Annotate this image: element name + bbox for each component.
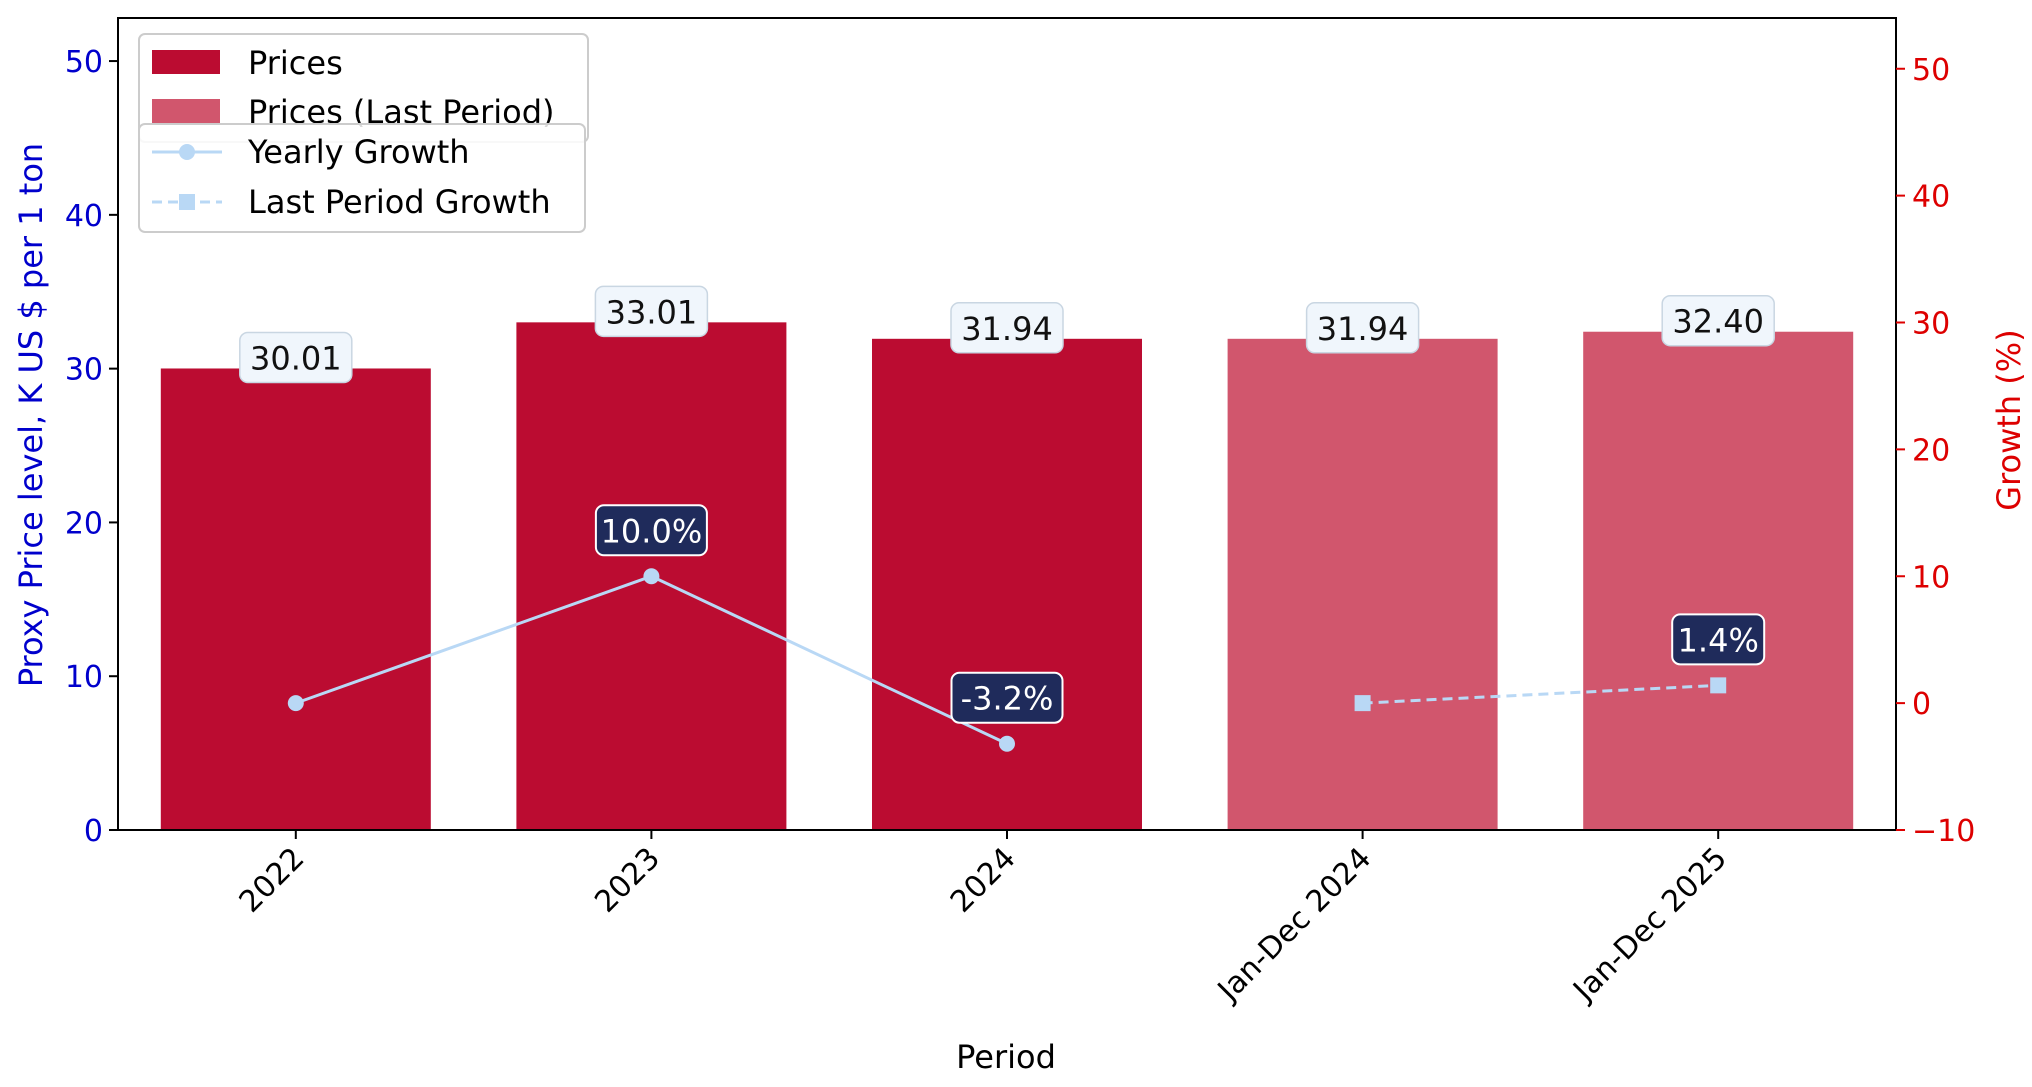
y2-axis-title: Growth (%) <box>1990 329 2028 510</box>
y2-tick-label: 0 <box>1912 687 1931 722</box>
growth-point-2023 <box>643 568 660 585</box>
growth-point-jan-dec-2024 <box>1354 695 1371 712</box>
legend-bars: Prices Prices (Last Period) <box>138 33 589 143</box>
y2-tick-label: 10 <box>1912 560 1950 595</box>
y2-tick-label: 50 <box>1912 53 1950 88</box>
legend-label-last-growth: Last Period Growth <box>248 183 551 221</box>
growth-lines-group <box>287 568 1727 752</box>
growth-point-jan-dec-2025 <box>1710 677 1727 694</box>
bar-label-box-jan-dec-2024 <box>1305 302 1420 354</box>
growth-point-2024 <box>999 735 1015 752</box>
y2-tick-label: −10 <box>1912 814 1975 849</box>
y2-tick-label: 40 <box>1912 180 1950 215</box>
x-tick-label-jan-dec-2024: Jan-Dec 2024 <box>1210 841 1378 1009</box>
data-labels-group: 30.01 33.01 31.94 31.94 32.40 10.0% -3.2% 1.4% <box>239 285 1775 724</box>
legend-label-prices: Prices <box>248 44 343 82</box>
bar-label-box-jan-dec-2025 <box>1661 294 1775 347</box>
x-tick-label-2022: 2022 <box>233 841 312 920</box>
bar-label-2024: 31.94 <box>961 310 1053 348</box>
growth-label-box-2023 <box>594 504 708 557</box>
legend-label-yearly-growth: Yearly Growth <box>247 133 470 171</box>
y2-tick-label: 20 <box>1912 433 1950 468</box>
bar-label-box-2022 <box>239 331 353 384</box>
legend-swatch-prices-last <box>152 99 220 123</box>
legend-marker-last <box>179 194 195 210</box>
bar-2022 <box>160 368 431 830</box>
growth-line-last-period-growth <box>1362 683 1719 705</box>
growth-label-2023: 10.0% <box>601 512 703 550</box>
bar-label-box-2024 <box>950 302 1064 354</box>
y-tick-label: 30 <box>65 353 103 388</box>
growth-label-jan-dec-2025: 1.4% <box>1678 621 1759 659</box>
y-tick-label: 0 <box>84 814 103 849</box>
y-tick-label: 10 <box>65 660 103 695</box>
bar-label-2022: 30.01 <box>250 339 342 377</box>
growth-label-box-jan-dec-2025 <box>1671 613 1766 666</box>
legend-lines: Yearly Growth Last Period Growth <box>138 123 586 233</box>
bars-group <box>160 322 1854 830</box>
bar-label-box-2023 <box>594 285 709 338</box>
x-tick-label-2023: 2023 <box>588 841 667 920</box>
y-tick-label: 40 <box>65 199 103 234</box>
legend-marker-yearly <box>179 144 195 160</box>
legend-swatch-prices <box>152 50 220 74</box>
growth-label-box-2024 <box>950 671 1064 724</box>
legend-lines-frame <box>138 123 586 233</box>
bar-jan-dec-2024 <box>1227 338 1498 830</box>
growth-label-2024: -3.2% <box>961 680 1054 718</box>
bar-2024 <box>872 338 1142 830</box>
bar-label-jan-dec-2025: 32.40 <box>1672 303 1764 341</box>
x-axis-title: Period <box>956 1038 1056 1076</box>
growth-point-2022 <box>287 695 304 712</box>
y-tick-label: 50 <box>65 45 103 80</box>
y-tick-label: 20 <box>65 506 103 541</box>
x-tick-label-jan-dec-2025: Jan-Dec 2025 <box>1566 841 1734 1009</box>
x-tick-label-2024: 2024 <box>944 841 1023 920</box>
bar-label-2023: 33.01 <box>606 293 698 331</box>
bar-jan-dec-2025 <box>1583 331 1854 830</box>
bar-label-jan-dec-2024: 31.94 <box>1317 310 1409 348</box>
y-axis-title: Proxy Price level, K US $ per 1 ton <box>12 143 50 687</box>
y2-tick-label: 30 <box>1912 307 1950 342</box>
